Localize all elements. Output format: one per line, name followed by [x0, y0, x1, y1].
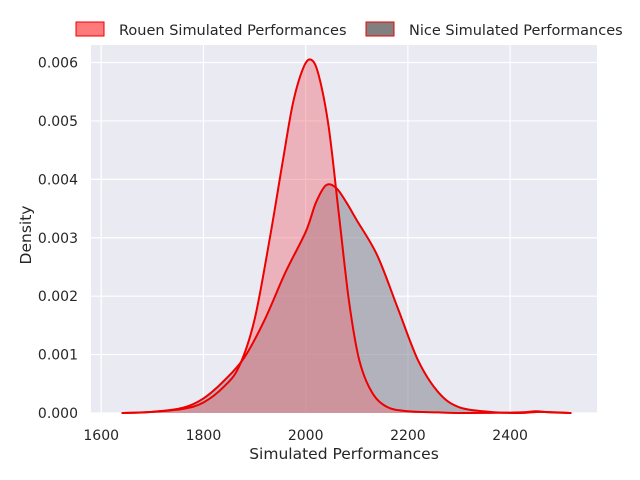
- x-tick-label: 2000: [288, 428, 324, 444]
- x-axis-label: Simulated Performances: [249, 445, 439, 463]
- y-tick-label: 0.002: [38, 289, 78, 305]
- y-tick-label: 0.003: [38, 231, 78, 247]
- rouen-simulated-performances-legend-swatch: [75, 21, 105, 37]
- y-tick-label: 0.004: [38, 172, 78, 188]
- density-areas: [121, 58, 572, 414]
- rouen-simulated-performances-legend-label: Rouen Simulated Performances: [119, 23, 347, 39]
- y-tick-label: 0.005: [38, 114, 78, 130]
- rouen-simulated-performances-area: [121, 59, 572, 414]
- nice-simulated-performances-legend-swatch: [365, 21, 395, 37]
- legend: Rouen Simulated Performances Nice Simulat…: [75, 21, 623, 39]
- x-axis-ticks: 1600 1800 2000 2200 2400: [83, 428, 528, 444]
- nice-simulated-performances-area: [121, 184, 572, 413]
- rouen-simulated-performances-line: [121, 58, 572, 414]
- y-tick-label: 0.001: [38, 348, 78, 364]
- grid-lines: [91, 45, 597, 414]
- x-tick-label: 2400: [492, 428, 528, 444]
- x-tick-label: 1600: [83, 428, 119, 444]
- x-tick-label: 1800: [186, 428, 222, 444]
- y-tick-label: 0.000: [38, 406, 78, 422]
- y-axis-ticks: 0.000 0.001 0.002 0.003 0.004 0.005 0.006: [38, 56, 78, 422]
- y-axis-label: Density: [17, 206, 35, 265]
- nice-simulated-performances-legend-label: Nice Simulated Performances: [409, 23, 623, 39]
- y-tick-label: 0.006: [38, 56, 78, 72]
- x-tick-label: 2200: [390, 428, 426, 444]
